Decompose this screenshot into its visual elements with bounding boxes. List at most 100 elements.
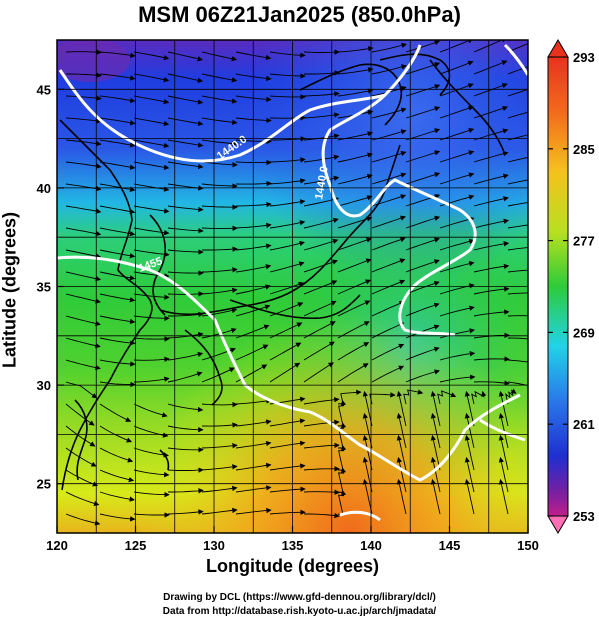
streamline xyxy=(405,369,440,383)
streamline xyxy=(430,456,441,493)
streamline xyxy=(99,381,136,388)
streamline xyxy=(65,183,102,192)
streamline xyxy=(337,67,374,75)
streamline xyxy=(167,425,204,433)
streamline xyxy=(167,509,204,515)
streamline xyxy=(65,49,102,55)
streamline xyxy=(303,280,338,295)
y-tick-label: 30 xyxy=(37,378,51,393)
streamline xyxy=(65,227,102,237)
streamline xyxy=(167,270,204,276)
colorbar-scale xyxy=(547,56,569,517)
streamline xyxy=(269,178,306,185)
streamline xyxy=(269,486,306,493)
streamline xyxy=(269,261,305,273)
streamline xyxy=(507,315,528,317)
streamline xyxy=(269,199,306,207)
streamline xyxy=(167,291,204,297)
colorbar-label: 285 xyxy=(573,142,595,157)
streamline xyxy=(337,237,372,251)
streamline xyxy=(464,456,475,493)
streamline xyxy=(99,271,136,281)
streamline xyxy=(133,447,169,458)
streamline xyxy=(473,380,510,386)
streamline xyxy=(65,205,102,214)
streamline xyxy=(269,509,306,515)
streamline xyxy=(99,447,134,463)
streamline xyxy=(437,390,457,405)
streamline xyxy=(99,73,136,81)
streamline xyxy=(498,456,509,493)
streamline xyxy=(405,237,440,251)
streamline xyxy=(133,73,170,83)
streamline xyxy=(507,292,528,295)
streamline xyxy=(167,331,204,339)
streamline xyxy=(473,196,509,207)
x-tick-label: 130 xyxy=(203,538,225,553)
streamline xyxy=(99,161,136,170)
streamline xyxy=(99,491,135,502)
streamline xyxy=(99,513,136,522)
streamline xyxy=(337,363,369,383)
streamline xyxy=(507,224,528,229)
streamline xyxy=(201,117,238,125)
streamline xyxy=(303,341,335,361)
streamline xyxy=(473,105,509,119)
streamline xyxy=(201,204,238,210)
streamline xyxy=(303,49,340,55)
streamline xyxy=(498,412,509,449)
streamline xyxy=(133,469,170,478)
streamline xyxy=(133,205,170,214)
streamline xyxy=(464,434,475,471)
streamline xyxy=(405,302,440,317)
streamline xyxy=(405,346,440,361)
streamline xyxy=(473,60,508,75)
streamline xyxy=(269,51,306,58)
streamline xyxy=(133,356,170,362)
streamline xyxy=(507,359,528,363)
streamline xyxy=(167,117,204,127)
streamline xyxy=(65,271,102,282)
streamline xyxy=(507,269,528,273)
streamline xyxy=(201,367,235,383)
colorbar-label: 277 xyxy=(573,234,595,249)
streamline xyxy=(65,337,101,349)
streamline xyxy=(337,88,374,97)
streamline xyxy=(201,139,238,147)
streamline xyxy=(473,263,510,273)
streamline xyxy=(396,456,407,493)
colorbar-max-arrow xyxy=(547,39,569,58)
streamline xyxy=(65,491,100,507)
streamline xyxy=(430,478,441,515)
streamline xyxy=(507,247,528,251)
x-tick-label: 145 xyxy=(439,538,461,553)
credit-drawing: Drawing by DCL (https://www.gfd-dennou.o… xyxy=(163,592,436,603)
streamline xyxy=(371,258,406,273)
streamline xyxy=(65,293,101,304)
colorbar: 293 285 277 269 261 253 xyxy=(547,39,595,534)
streamline xyxy=(439,60,474,75)
geopotential-contours xyxy=(57,43,528,522)
streamline xyxy=(473,309,510,317)
streamline xyxy=(473,218,510,229)
streamline xyxy=(337,342,370,361)
streamline xyxy=(167,371,203,383)
streamline xyxy=(473,173,509,185)
streamline xyxy=(337,300,371,317)
streamline xyxy=(99,293,136,303)
streamline xyxy=(405,215,441,229)
streamline xyxy=(201,422,238,428)
streamline xyxy=(439,150,475,163)
streamline xyxy=(99,337,136,346)
streamline xyxy=(269,157,306,163)
streamline xyxy=(269,240,305,251)
streamline xyxy=(65,139,102,147)
streamline xyxy=(269,440,306,449)
streamline xyxy=(464,390,475,427)
streamline xyxy=(201,161,238,168)
colorbar-label: 293 xyxy=(573,50,595,65)
streamline xyxy=(201,287,238,295)
streamline xyxy=(167,467,204,473)
streamline xyxy=(430,390,441,427)
